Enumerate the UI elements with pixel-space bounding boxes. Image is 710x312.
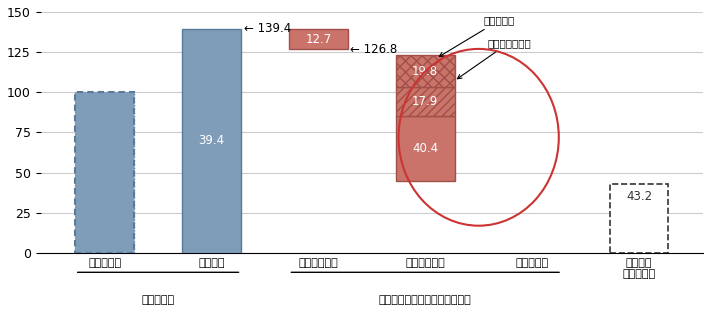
Text: 40.4: 40.4	[413, 142, 438, 155]
Bar	[396, 116, 454, 181]
Text: 43.2: 43.2	[626, 190, 652, 203]
Text: 17.9: 17.9	[412, 95, 438, 109]
Text: 都市計画税: 都市計画税	[439, 15, 515, 56]
Text: 将来負担額: 将来負担額	[141, 295, 175, 305]
Text: 100.0: 100.0	[88, 166, 121, 179]
Text: 19.8: 19.8	[413, 65, 438, 78]
Text: 39.4: 39.4	[199, 134, 224, 147]
Bar	[182, 29, 241, 253]
Bar	[396, 87, 454, 116]
Text: 将来負担額から控除されるもの: 将来負担額から控除されるもの	[379, 295, 471, 305]
Bar	[75, 92, 134, 253]
Text: ← 126.8: ← 126.8	[351, 43, 398, 56]
Bar	[396, 55, 454, 87]
Text: 12.7: 12.7	[305, 33, 332, 46]
Text: ← 139.4: ← 139.4	[244, 22, 291, 36]
Bar	[610, 183, 668, 253]
Bar	[289, 29, 348, 49]
Text: 臨時財政対策債: 臨時財政対策債	[457, 38, 531, 79]
Bar	[75, 92, 134, 253]
